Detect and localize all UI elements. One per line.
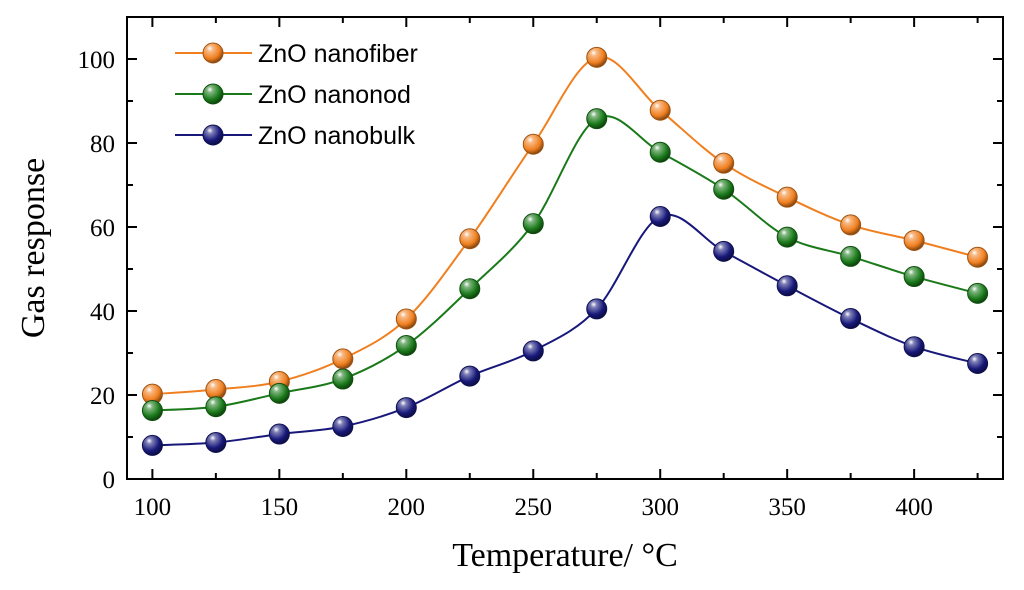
legend-entry-zno-nanobulk: ZnO nanobulk [175, 122, 416, 150]
plot-frame [126, 16, 1004, 480]
data-point [903, 266, 925, 288]
data-point [141, 434, 163, 456]
data-point [967, 353, 989, 374]
data-point [205, 396, 227, 418]
data-point [713, 152, 735, 174]
series-line-zno-nanofiber [152, 55, 978, 396]
x-tick-label: 400 [895, 494, 933, 521]
data-point [268, 382, 290, 404]
series-line-zno-nanonod [152, 115, 978, 412]
legend-label: ZnO nanobulk [258, 122, 416, 150]
data-point [713, 178, 735, 200]
data-point [840, 245, 862, 267]
legend: ZnO nanofiber ZnO nanonod ZnO nanobulk [175, 40, 418, 150]
series-layer [141, 46, 989, 456]
data-point [205, 431, 227, 453]
data-point [395, 308, 417, 330]
data-point [713, 240, 735, 262]
axes: 100 150 200 250 300 350 400 0 20 40 60 80 100 [78, 16, 1004, 521]
data-point [395, 397, 417, 419]
y-tick-label: 80 [90, 131, 115, 158]
legend-entry-zno-nanonod: ZnO nanonod [175, 81, 411, 109]
legend-marker [202, 124, 224, 146]
data-point [840, 214, 862, 236]
x-tick-label: 150 [261, 494, 299, 521]
series-zno-nanofiber [141, 46, 989, 405]
series-zno-nanonod [141, 108, 989, 422]
data-point [459, 278, 481, 300]
data-point [776, 226, 798, 248]
data-point [522, 133, 544, 155]
data-point [903, 229, 925, 251]
x-tick-label: 250 [515, 494, 553, 521]
data-point [522, 213, 544, 235]
x-tick-label: 350 [768, 494, 806, 521]
y-tick-label: 100 [78, 47, 116, 74]
data-point [649, 206, 671, 227]
legend-entry-zno-nanofiber: ZnO nanofiber [175, 40, 418, 68]
data-point [459, 365, 481, 387]
series-zno-nanobulk [141, 206, 989, 456]
data-point [395, 334, 417, 356]
data-point [522, 340, 544, 362]
x-tick-label: 100 [134, 494, 172, 521]
data-point [459, 228, 481, 250]
x-axis-title: Temperature/ °C [452, 537, 678, 574]
legend-marker [202, 42, 224, 64]
y-axis-title: Gas response [15, 158, 52, 338]
data-point [967, 246, 989, 268]
y-tick-label: 20 [90, 383, 115, 410]
data-point [586, 298, 608, 320]
data-point [586, 108, 608, 130]
y-tick-label: 40 [90, 299, 115, 326]
legend-label: ZnO nanonod [258, 81, 411, 109]
data-point [903, 336, 925, 358]
data-point [141, 400, 163, 422]
data-point [649, 99, 671, 121]
data-point [649, 141, 671, 163]
data-point [332, 368, 354, 390]
data-point [586, 46, 608, 68]
data-point [776, 186, 798, 208]
legend-label: ZnO nanofiber [258, 40, 418, 68]
legend-marker [202, 83, 224, 105]
y-tick-label: 0 [103, 467, 116, 494]
x-tick-label: 200 [388, 494, 426, 521]
data-point [967, 282, 989, 304]
data-point [332, 416, 354, 437]
data-point [332, 348, 354, 370]
y-tick-label: 60 [90, 215, 115, 242]
data-point [776, 275, 798, 297]
data-point [840, 308, 862, 330]
x-tick-label: 300 [641, 494, 679, 521]
data-point [268, 423, 290, 445]
